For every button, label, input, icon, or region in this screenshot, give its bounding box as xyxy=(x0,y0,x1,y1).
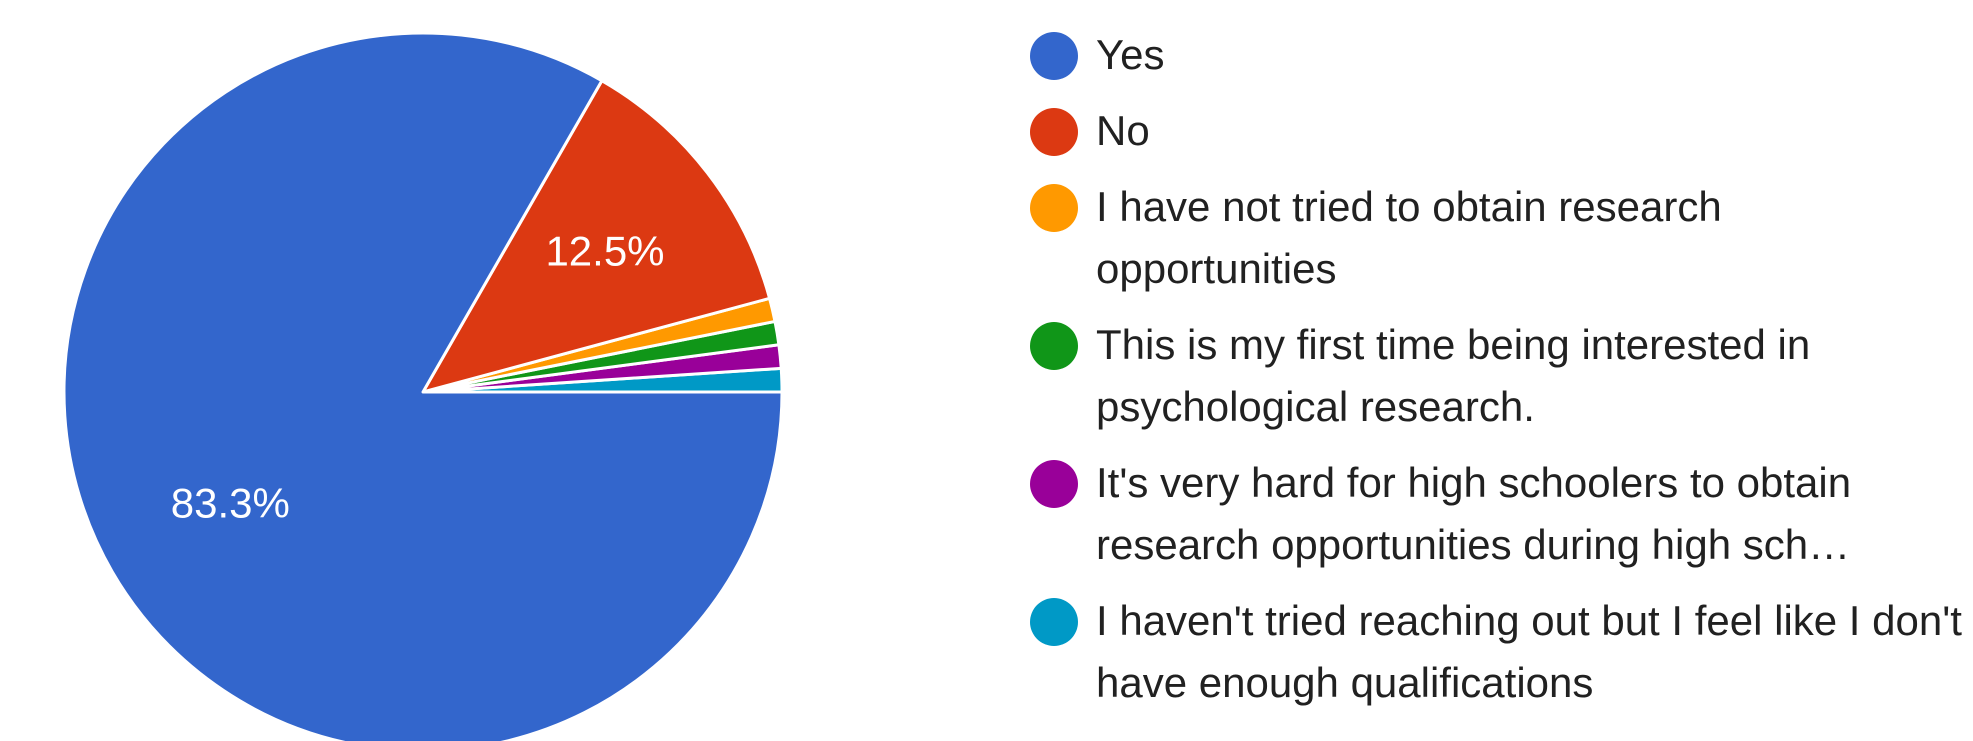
legend-label: This is my first time being interested i… xyxy=(1096,321,1811,430)
legend-item-first-time[interactable]: This is my first time being interested i… xyxy=(1030,320,1973,438)
legend-label: No xyxy=(1096,107,1150,154)
legend-label: I have not tried to obtain research oppo… xyxy=(1096,183,1722,292)
slice-label-0: 83.3% xyxy=(171,479,290,526)
pie-slice-0[interactable] xyxy=(62,31,784,741)
legend-swatch-icon xyxy=(1030,460,1078,508)
legend-swatch-icon xyxy=(1030,598,1078,646)
slice-label-1: 12.5% xyxy=(545,228,664,275)
legend-swatch-icon xyxy=(1030,184,1078,232)
legend-swatch-icon xyxy=(1030,108,1078,156)
legend-label: I haven't tried reaching out but I feel … xyxy=(1096,597,1962,706)
legend-label: Yes xyxy=(1096,31,1165,78)
legend-swatch-icon xyxy=(1030,32,1078,80)
legend-item-no[interactable]: No xyxy=(1030,106,1973,162)
chart-legend: Yes No I have not tried to obtain resear… xyxy=(1030,30,1973,734)
legend-item-not-tried[interactable]: I have not tried to obtain research oppo… xyxy=(1030,182,1973,300)
legend-swatch-icon xyxy=(1030,322,1078,370)
pie-slice-1[interactable] xyxy=(421,79,772,394)
legend-item-yes[interactable]: Yes xyxy=(1030,30,1973,86)
pie-chart: 83.3% 12.5% xyxy=(62,31,784,741)
legend-item-not-enough-qualifications[interactable]: I haven't tried reaching out but I feel … xyxy=(1030,596,1973,714)
legend-item-hard-for-high-schoolers[interactable]: It's very hard for high schoolers to obt… xyxy=(1030,458,1973,576)
legend-label: It's very hard for high schoolers to obt… xyxy=(1096,459,1852,568)
